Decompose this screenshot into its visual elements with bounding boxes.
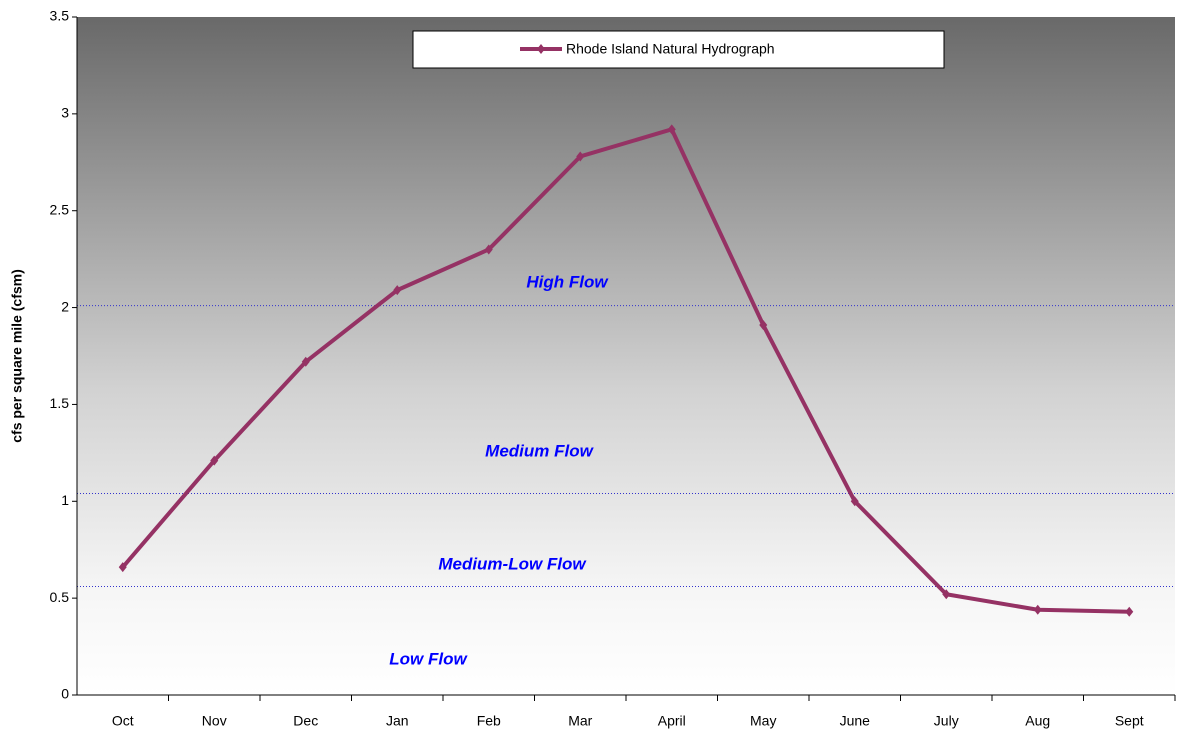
x-tick-label: Oct [112,713,134,729]
marker [1033,604,1042,615]
marker [942,589,951,600]
x-tick-label: Nov [202,713,227,729]
x-tick-label: Sept [1115,713,1144,729]
x-tick-label: Aug [1025,713,1050,729]
x-tick-label: July [934,713,959,729]
annotation: Medium-Low Flow [438,554,587,573]
legend-label: Rhode Island Natural Hydrograph [566,41,775,57]
y-tick-label: 2.5 [50,201,70,217]
legend-marker [537,44,545,54]
marker [393,285,402,296]
marker [484,244,493,255]
annotation: High Flow [526,272,609,291]
x-tick-label: Feb [477,713,501,729]
annotation: Low Flow [389,649,468,668]
y-tick-label: 1 [61,492,69,508]
marker [1125,606,1134,617]
marker [301,356,310,367]
x-tick-label: Dec [293,713,318,729]
y-tick-label: 3.5 [50,8,70,24]
marker [667,124,676,135]
x-tick-label: Jan [386,713,409,729]
plot-area [77,17,1175,695]
legend-box [412,30,945,69]
y-tick-label: 3 [61,105,69,121]
y-tick-label: 1.5 [50,395,70,411]
y-tick-label: 2 [61,298,69,314]
y-axis-label: cfs per square mile (cfsm) [9,269,25,443]
annotation: Medium Flow [485,441,594,460]
x-tick-label: Mar [568,713,592,729]
marker [576,151,585,162]
x-tick-label: June [840,713,871,729]
marker [759,320,768,331]
x-tick-label: April [658,713,686,729]
marker [210,455,219,466]
x-tick-label: May [750,713,776,729]
series-line [121,127,1130,614]
y-tick-label: 0.5 [50,589,70,605]
marker [850,496,859,507]
marker [118,562,127,573]
y-tick-label: 0 [61,686,69,702]
